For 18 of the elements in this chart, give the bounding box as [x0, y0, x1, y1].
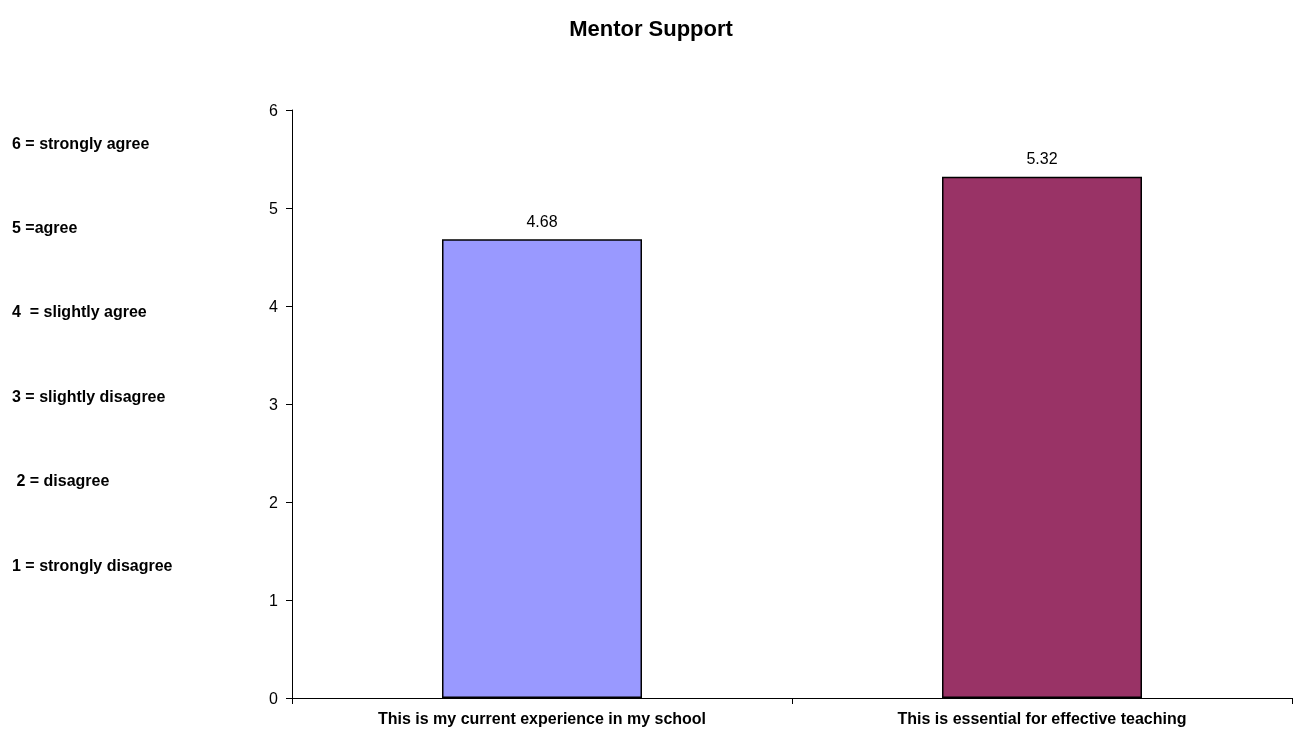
y-tick-label: 0	[269, 689, 279, 707]
x-tick-label: This is my current experience in my school	[377, 709, 707, 727]
y-tick-label: 5	[269, 199, 279, 217]
y-tick-label: 6	[269, 101, 279, 119]
text: 3 = slightly disagree	[12, 387, 166, 405]
data-label: 4.68	[526, 212, 558, 230]
text: 2 = disagree	[12, 472, 110, 490]
text: 1 = strongly disagree	[12, 556, 173, 574]
y-tick-label: 2	[269, 493, 279, 511]
text: 6 = strongly agree	[12, 134, 150, 152]
data-label: 5.32	[1026, 150, 1058, 168]
text: 4 = slightly agree	[12, 303, 147, 321]
y-tick-label: 1	[269, 591, 279, 609]
chart-title: Mentor Support	[569, 15, 734, 41]
y-tick-label: 3	[269, 395, 279, 413]
x-tick-label: This is essential for effective teaching	[897, 709, 1187, 727]
text: 5 =agree	[12, 218, 78, 236]
y-tick-label: 4	[269, 297, 279, 315]
